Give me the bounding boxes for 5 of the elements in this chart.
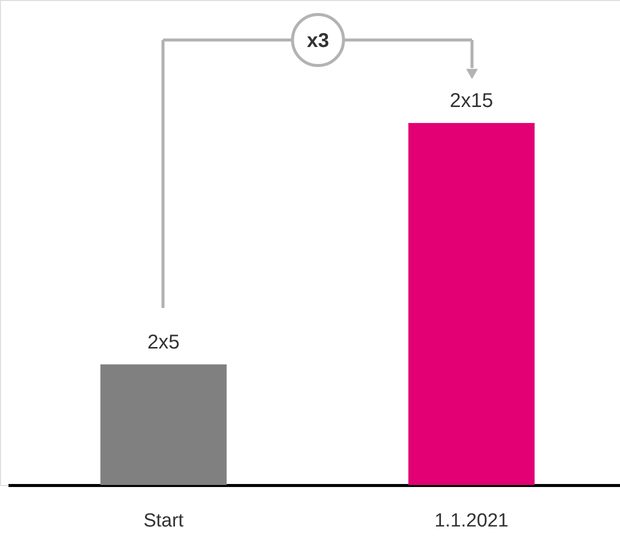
x-tick-label: Start <box>143 510 184 532</box>
x-tick-label: 1.1.2021 <box>434 510 508 532</box>
data-label: 2x5 <box>147 331 180 354</box>
text: x3 <box>306 30 330 52</box>
data-label: 2x15 <box>450 90 494 112</box>
